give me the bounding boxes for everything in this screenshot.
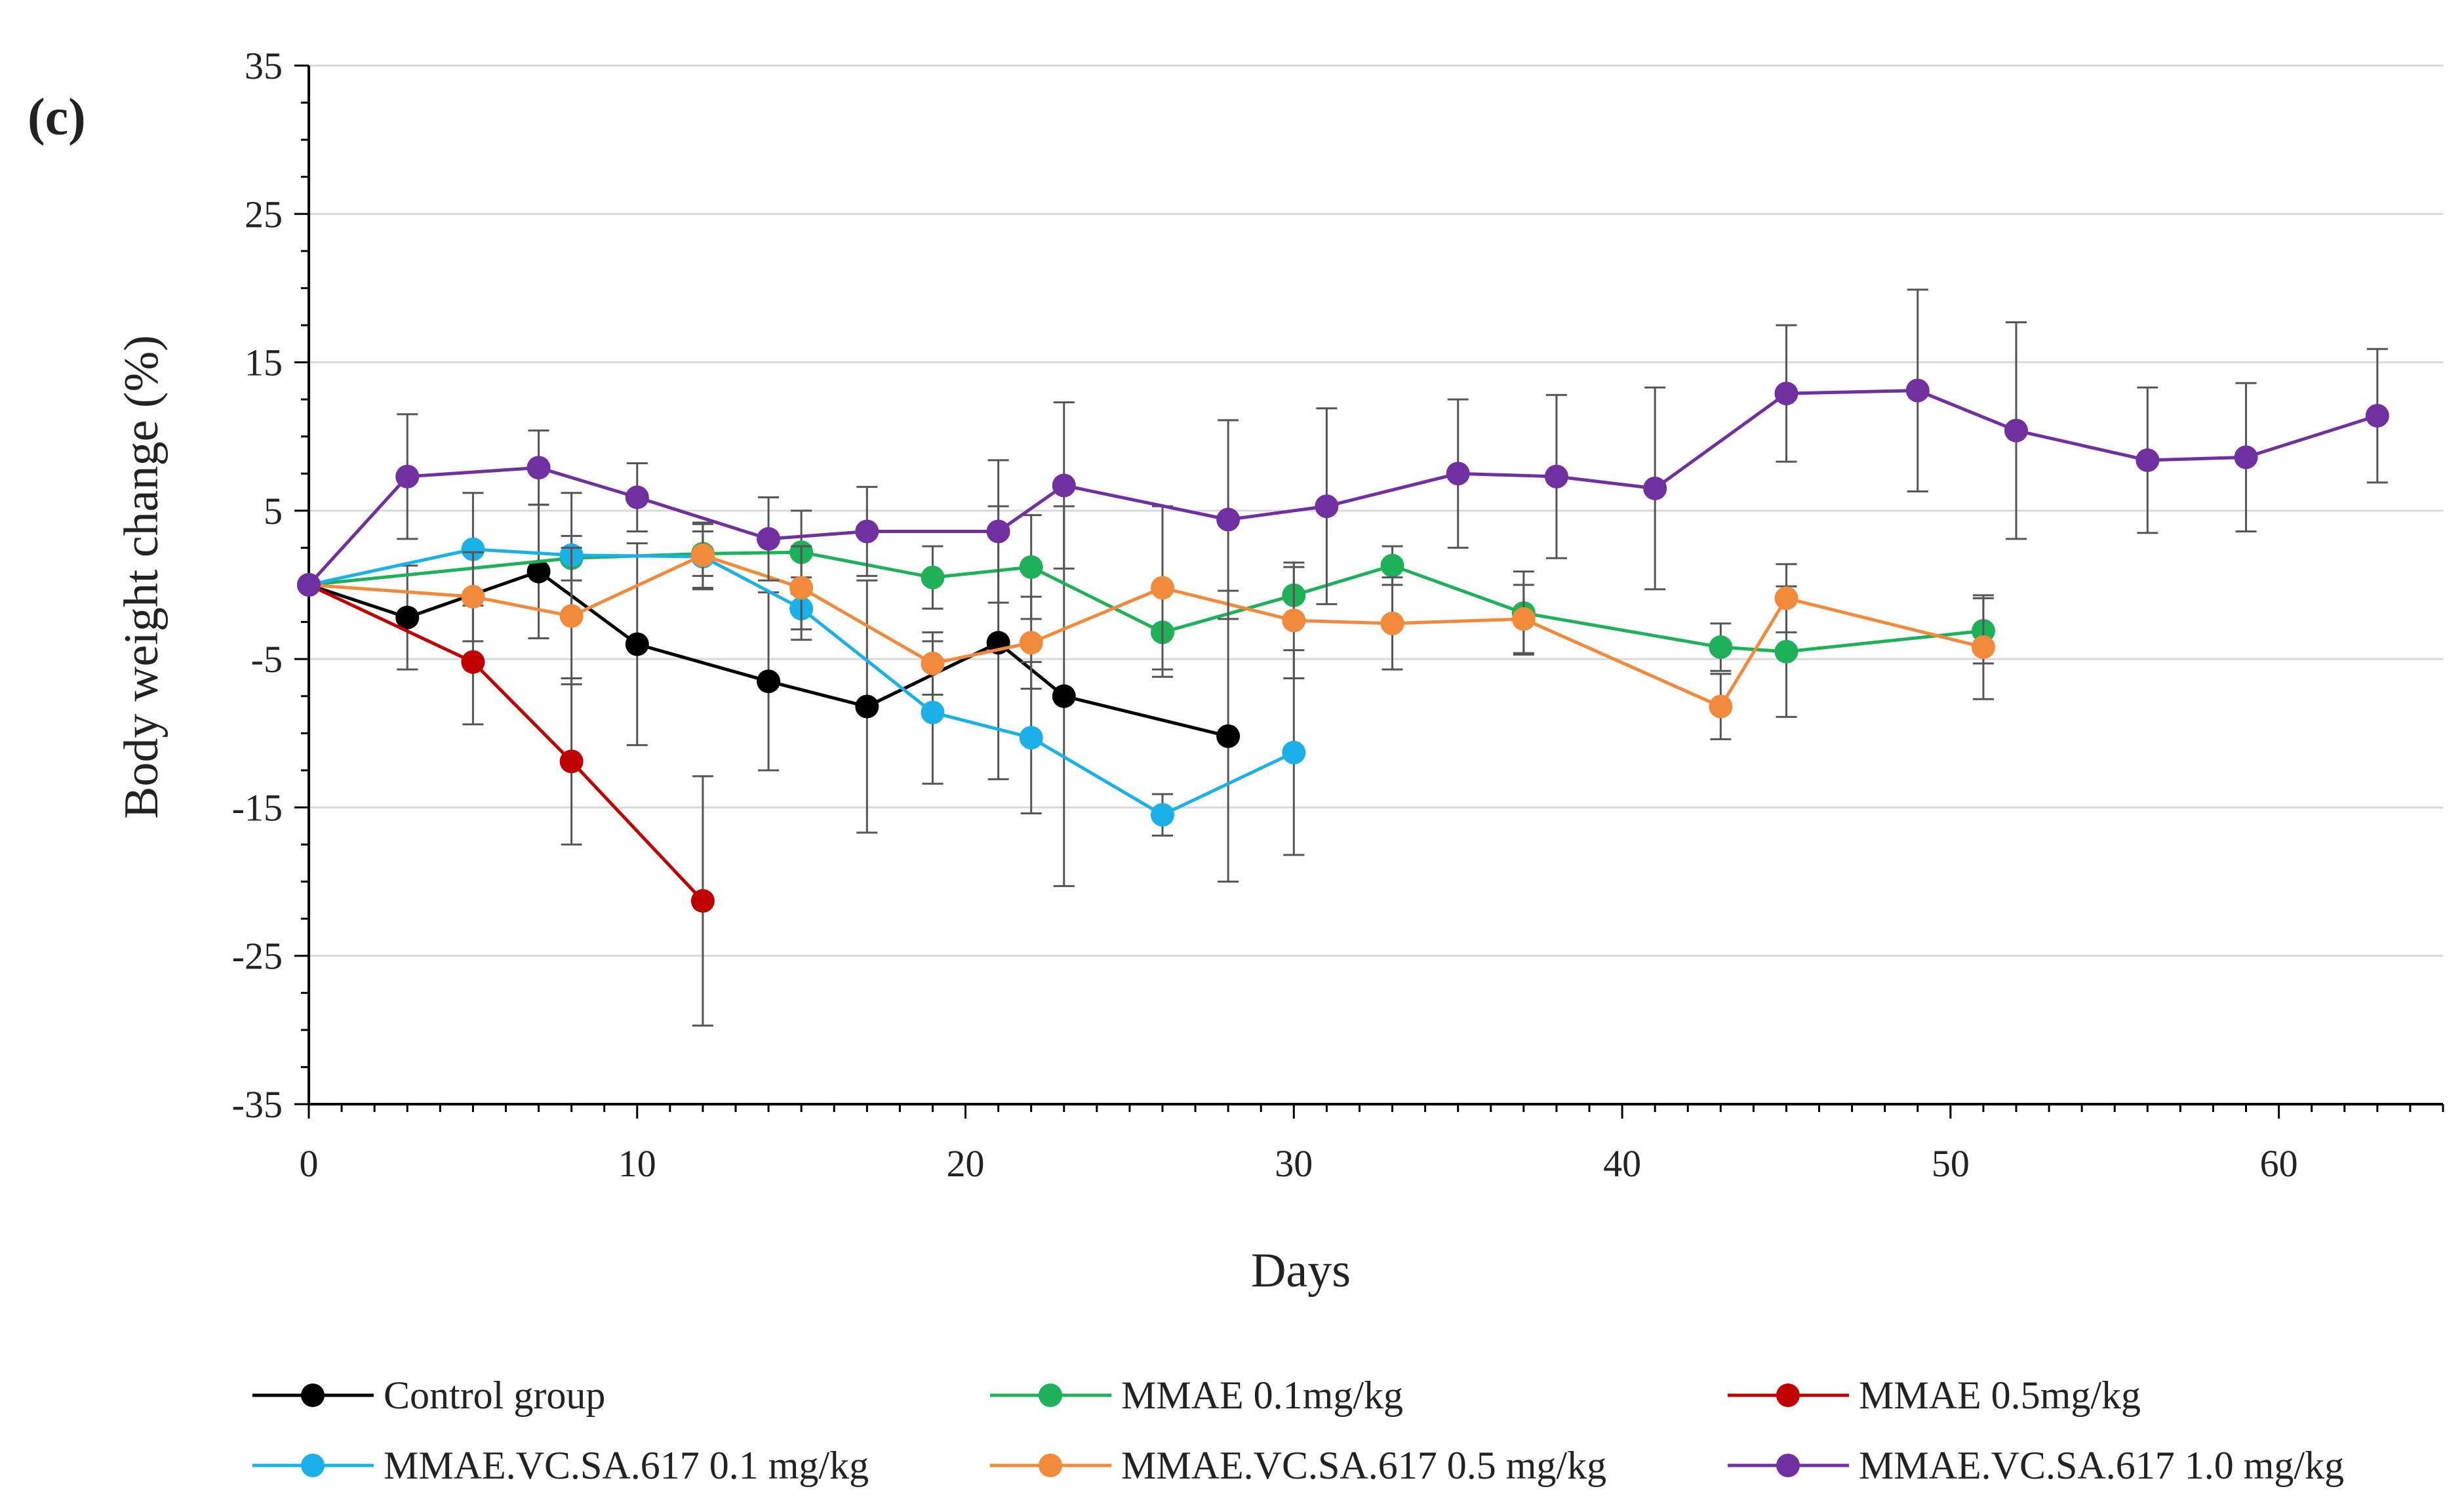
data-point xyxy=(757,527,781,551)
x-tick-label: 0 xyxy=(300,1142,319,1185)
data-point xyxy=(1774,639,1798,664)
legend-marker xyxy=(1039,1454,1062,1477)
panel-label: (c) xyxy=(28,89,86,146)
y-tick-label: 25 xyxy=(245,193,283,235)
axis-ticks: 35 25 15 5 -5 -15 -25 -35 0 10 20 30 40 50 60 xyxy=(232,45,2444,1185)
data-point xyxy=(1282,608,1306,633)
legend-marker xyxy=(1776,1383,1800,1407)
y-tick-label: -15 xyxy=(232,786,283,829)
legend-item: MMAE 0.1mg/kg xyxy=(990,1374,1403,1417)
data-point xyxy=(527,456,551,480)
legend: Control group MMAE 0.1mg/kg MMAE 0.5mg/kg M… xyxy=(252,1374,2344,1487)
data-point xyxy=(2136,448,2160,472)
data-point xyxy=(395,464,420,488)
legend-label: MMAE.VC.SA.617 0.5 mg/kg xyxy=(1121,1444,1606,1487)
data-point xyxy=(1019,555,1043,579)
legend-label: MMAE.VC.SA.617 0.1 mg/kg xyxy=(384,1444,869,1487)
data-point xyxy=(1216,507,1241,532)
data-point xyxy=(1052,684,1076,708)
data-point xyxy=(461,537,485,561)
data-point xyxy=(1643,476,1667,500)
legend-label: Control group xyxy=(384,1374,605,1417)
data-point xyxy=(757,669,781,694)
legend-label: MMAE.VC.SA.617 1.0 mg/kg xyxy=(1859,1444,2344,1487)
series-5 xyxy=(297,288,2389,620)
data-point xyxy=(1282,740,1306,765)
data-point xyxy=(921,651,945,675)
data-point xyxy=(1019,631,1043,655)
data-point xyxy=(1511,607,1536,631)
data-point xyxy=(527,559,551,584)
y-tick-label: 35 xyxy=(245,45,283,87)
legend-marker xyxy=(301,1454,325,1477)
data-point xyxy=(461,650,485,674)
y-tick-label: -35 xyxy=(232,1083,283,1126)
data-point xyxy=(625,632,649,656)
data-point xyxy=(1052,473,1076,498)
y-tick-label: 15 xyxy=(245,342,283,384)
data-point xyxy=(2365,404,2389,428)
y-tick-label: -5 xyxy=(251,638,283,681)
x-tick-label: 10 xyxy=(618,1142,656,1185)
data-point xyxy=(789,576,814,600)
data-point xyxy=(921,700,945,725)
data-point xyxy=(1544,464,1568,488)
data-point xyxy=(1380,553,1404,578)
data-point xyxy=(855,694,879,719)
x-tick-label: 40 xyxy=(1603,1142,1641,1185)
data-point xyxy=(559,749,584,774)
data-point xyxy=(625,485,649,509)
data-point xyxy=(1019,726,1043,750)
legend-item: MMAE.VC.SA.617 1.0 mg/kg xyxy=(1728,1444,2344,1487)
data-point xyxy=(1774,382,1798,406)
data-point xyxy=(559,604,584,628)
data-point xyxy=(461,585,485,609)
legend-item: Control group xyxy=(252,1374,605,1417)
data-point xyxy=(1905,378,1930,403)
data-point xyxy=(690,888,715,913)
data-point xyxy=(690,543,715,567)
data-point xyxy=(1216,724,1241,748)
data-point xyxy=(986,519,1010,544)
data-point xyxy=(1380,611,1404,635)
legend-marker xyxy=(1039,1383,1062,1407)
legend-item: MMAE.VC.SA.617 0.5 mg/kg xyxy=(990,1444,1606,1487)
legend-label: MMAE 0.1mg/kg xyxy=(1121,1374,1403,1417)
x-tick-label: 30 xyxy=(1275,1142,1313,1185)
data-point xyxy=(1971,635,1995,660)
series-layer xyxy=(297,288,2389,1027)
legend-marker xyxy=(1776,1454,1800,1477)
x-tick-label: 50 xyxy=(1932,1142,1970,1185)
data-point xyxy=(1151,803,1174,827)
data-point xyxy=(297,573,321,597)
x-tick-label: 20 xyxy=(947,1142,985,1185)
data-point xyxy=(921,565,945,589)
data-point xyxy=(395,605,420,629)
legend-marker xyxy=(301,1383,325,1407)
y-axis-title: Body weight change (%) xyxy=(115,335,169,819)
data-point xyxy=(2004,418,2028,443)
legend-item: MMAE.VC.SA.617 0.1 mg/kg xyxy=(252,1444,869,1487)
legend-label: MMAE 0.5mg/kg xyxy=(1859,1374,2141,1417)
data-point xyxy=(1774,586,1798,610)
data-point xyxy=(1709,694,1733,719)
series-line xyxy=(308,583,704,902)
data-point xyxy=(1315,494,1339,519)
data-point xyxy=(1709,635,1733,660)
y-tick-label: 5 xyxy=(264,490,283,532)
series-4 xyxy=(297,505,1995,740)
legend-item: MMAE 0.5mg/kg xyxy=(1728,1374,2141,1417)
y-tick-label: -25 xyxy=(232,935,283,978)
x-tick-label: 60 xyxy=(2260,1142,2298,1185)
series-line xyxy=(308,553,1984,709)
gridlines xyxy=(309,64,2443,957)
data-point xyxy=(2234,445,2258,469)
data-point xyxy=(1151,576,1174,600)
x-axis-title: Days xyxy=(1251,1244,1351,1298)
data-point xyxy=(855,519,879,544)
data-point xyxy=(1446,462,1470,486)
